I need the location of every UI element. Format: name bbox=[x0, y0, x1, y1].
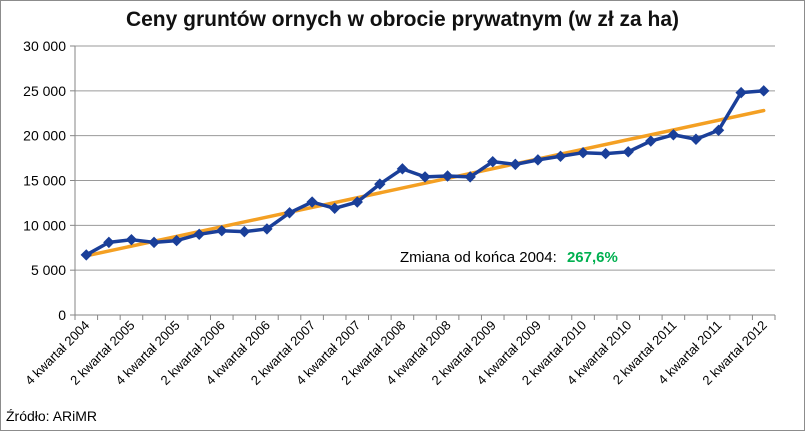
data-point bbox=[464, 171, 476, 183]
data-point bbox=[735, 86, 747, 99]
data-point bbox=[216, 225, 228, 237]
data-point bbox=[712, 124, 725, 136]
data-point bbox=[441, 170, 454, 182]
source-note: Źródło: ARiMR bbox=[6, 408, 98, 424]
y-tick-label: 20 000 bbox=[23, 128, 66, 144]
data-point bbox=[690, 133, 702, 145]
y-tick-label: 30 000 bbox=[23, 38, 66, 54]
data-point bbox=[487, 155, 499, 168]
data-point bbox=[170, 234, 183, 247]
data-point bbox=[419, 171, 431, 183]
data-point bbox=[396, 163, 409, 175]
y-tick-label: 25 000 bbox=[23, 83, 66, 99]
change-annotation: Zmiana od końca 2004: 267,6% bbox=[400, 249, 618, 266]
change-annotation-label: Zmiana od końca 2004: bbox=[400, 249, 557, 266]
data-point bbox=[554, 150, 567, 162]
trend-line bbox=[84, 108, 766, 258]
y-tick-label: 5 000 bbox=[31, 262, 66, 278]
data-point bbox=[283, 207, 296, 219]
data-point bbox=[509, 158, 522, 171]
data-point bbox=[238, 225, 251, 238]
y-tick-label: 0 bbox=[58, 307, 66, 323]
y-axis: 0 5 000 10 000 15 000 20 000 25 000 30 000 bbox=[23, 38, 76, 323]
chart-title: Ceny gruntów ornych w obrocie prywatnym … bbox=[125, 8, 680, 31]
trend-line-path bbox=[84, 108, 766, 258]
data-point bbox=[599, 147, 612, 160]
change-annotation-value: 267,6% bbox=[567, 249, 618, 266]
data-point bbox=[103, 236, 115, 249]
data-point bbox=[306, 196, 318, 208]
data-point bbox=[622, 146, 634, 158]
data-point bbox=[328, 202, 341, 215]
data-point bbox=[125, 233, 138, 246]
data-point bbox=[577, 146, 589, 159]
data-point bbox=[261, 223, 273, 235]
data-point bbox=[667, 129, 680, 141]
price-series bbox=[80, 85, 770, 261]
data-point bbox=[193, 228, 205, 241]
data-point bbox=[532, 154, 544, 166]
data-point bbox=[351, 196, 363, 208]
data-point bbox=[645, 135, 657, 147]
data-point bbox=[758, 85, 770, 97]
data-point bbox=[148, 236, 160, 249]
y-tick-label: 10 000 bbox=[23, 217, 66, 233]
data-point bbox=[374, 178, 386, 190]
data-point bbox=[80, 249, 92, 261]
y-tick-label: 15 000 bbox=[23, 173, 66, 189]
